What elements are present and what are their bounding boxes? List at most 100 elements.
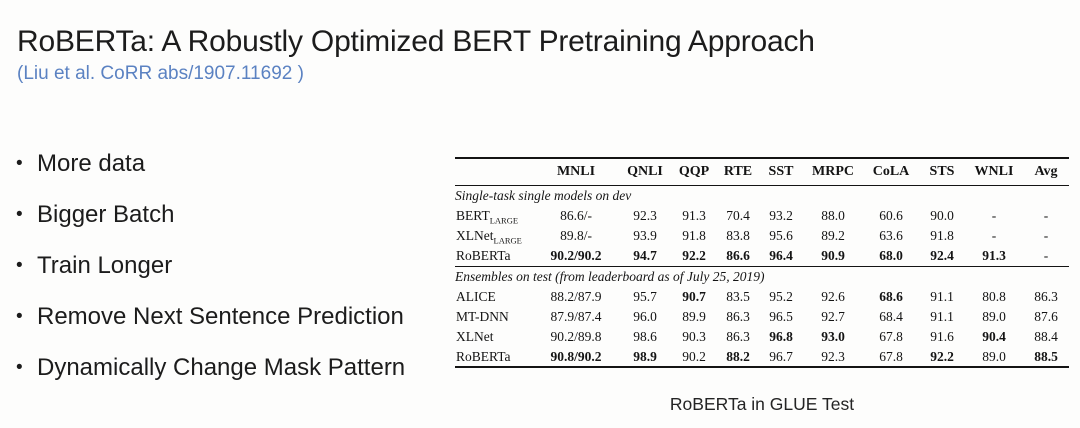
- model-name: ALICE: [456, 289, 496, 304]
- score-cell: 88.0: [821, 208, 845, 223]
- table-body: Single-task single models on dev BERTLARG…: [455, 185, 1069, 367]
- score-cell: 86.6/-: [560, 208, 592, 223]
- col-header-rte: RTE: [723, 163, 753, 179]
- table-row: MT-DNN 87.9/87.4 96.0 89.9 86.3 96.5 92.7 68.4 9…: [455, 307, 1069, 327]
- score-cell: 90.2/89.8: [550, 329, 602, 344]
- score-cell: 89.8/-: [560, 228, 592, 243]
- score-cell: 93.2: [769, 208, 793, 223]
- score-cell: 89.9: [682, 309, 706, 324]
- score-cell: 92.2: [930, 348, 954, 364]
- score-cell: 87.6: [1034, 309, 1058, 324]
- score-cell: 96.7: [769, 348, 793, 364]
- score-cell: 90.4: [982, 329, 1006, 344]
- col-header-sst: SST: [768, 163, 794, 179]
- score-cell: 91.3: [682, 208, 706, 223]
- score-cell: -: [1043, 247, 1049, 263]
- score-cell: 96.8: [769, 329, 793, 344]
- table-row: BERTLARGE 86.6/- 92.3 91.3 70.4 93.2 88.0 60.6 9…: [455, 206, 1069, 226]
- bullet-text: Train Longer: [37, 252, 173, 279]
- section-title-row: Ensembles on test (from leaderboard as o…: [455, 266, 1069, 287]
- model-name: XLNetLARGE: [456, 228, 522, 246]
- model-size-subscript: LARGE: [493, 235, 522, 246]
- score-cell: 83.5: [726, 289, 750, 304]
- bullet-list: • More data • Bigger Batch • Train Longer • Rem…: [16, 150, 406, 407]
- score-cell: -: [1043, 228, 1049, 243]
- table-row: XLNetLARGE 89.8/- 93.9 91.8 83.8 95.6 89.2 63.6…: [455, 226, 1069, 246]
- bullet-marker-icon: •: [16, 204, 23, 225]
- score-cell: 83.8: [726, 228, 750, 243]
- score-cell: 86.3: [726, 329, 750, 344]
- bullet-text: Remove Next Sentence Prediction: [37, 303, 404, 330]
- score-cell: 98.6: [633, 329, 657, 344]
- bullet-marker-icon: •: [16, 255, 23, 276]
- list-item: • More data: [16, 150, 405, 177]
- score-cell: 89.2: [821, 228, 845, 243]
- bullet-text: Dynamically Change Mask Pattern: [37, 354, 406, 381]
- score-cell: 63.6: [879, 228, 903, 243]
- score-cell: 90.2/90.2: [550, 247, 602, 263]
- score-cell: 92.3: [633, 208, 657, 223]
- score-cell: 87.9/87.4: [550, 309, 602, 324]
- score-cell: 67.8: [879, 348, 903, 364]
- score-cell: 68.4: [879, 309, 903, 324]
- col-header-model: [455, 158, 533, 185]
- score-cell: 96.4: [769, 247, 793, 263]
- col-header-qqp: QQP: [678, 163, 710, 179]
- col-header-cola: CoLA: [872, 163, 910, 179]
- section-title: Ensembles on test (from leaderboard as o…: [455, 268, 765, 284]
- score-cell: 89.0: [982, 348, 1006, 364]
- section-title-row: Single-task single models on dev: [455, 185, 1069, 206]
- score-cell: 89.0: [982, 309, 1006, 324]
- score-cell: 86.6: [726, 247, 750, 263]
- score-cell: 88.2/87.9: [550, 289, 602, 304]
- table-caption: RoBERTa in GLUE Test: [669, 394, 855, 414]
- score-cell: 92.2: [682, 247, 706, 263]
- table-row: ALICE 88.2/87.9 95.7 90.7 83.5 95.2 92.6 68.6 91…: [455, 287, 1069, 307]
- score-cell: 90.0: [930, 208, 954, 223]
- score-cell: 95.6: [769, 228, 793, 243]
- bullet-marker-icon: •: [16, 153, 23, 174]
- list-item: • Train Longer: [16, 252, 405, 279]
- list-item: • Dynamically Change Mask Pattern: [16, 354, 406, 381]
- bullet-text: Bigger Batch: [37, 201, 175, 228]
- list-item: • Bigger Batch: [16, 201, 405, 228]
- score-cell: 68.6: [879, 289, 903, 304]
- score-cell: 90.9: [821, 247, 845, 263]
- score-cell: 68.0: [879, 247, 903, 263]
- bullet-marker-icon: •: [16, 357, 23, 378]
- score-cell: -: [1043, 208, 1049, 223]
- table-row: XLNet 90.2/89.8 98.6 90.3 86.3 96.8 93.0 67.8 91…: [455, 327, 1069, 347]
- score-cell: 90.2: [682, 348, 706, 364]
- model-name: RoBERTa: [456, 247, 511, 263]
- score-cell: 98.9: [633, 348, 657, 364]
- citation: (Liu et al. CoRR abs/1907.11692 ): [17, 63, 304, 84]
- score-cell: 95.2: [769, 289, 793, 304]
- score-cell: 90.8/90.2: [550, 348, 602, 364]
- score-cell: 92.6: [821, 289, 845, 304]
- model-name: MT-DNN: [456, 309, 509, 324]
- score-cell: 91.6: [930, 329, 954, 344]
- title-block: RoBERTa: A Robustly Optimized BERT Pretr…: [17, 25, 815, 85]
- section-title: Single-task single models on dev: [455, 187, 632, 203]
- score-cell: 80.8: [982, 289, 1006, 304]
- bullet-marker-icon: •: [16, 306, 23, 327]
- page-title: RoBERTa: A Robustly Optimized BERT Pretr…: [17, 25, 815, 58]
- score-cell: 96.5: [769, 309, 793, 324]
- score-cell: 90.3: [682, 329, 706, 344]
- score-cell: 90.7: [682, 289, 706, 304]
- table-row: RoBERTa 90.8/90.2 98.9 90.2 88.2 96.7 92.3 67.8…: [455, 347, 1069, 367]
- col-header-avg: Avg: [1034, 163, 1058, 179]
- score-cell: 95.7: [633, 289, 657, 304]
- model-name: BERTLARGE: [456, 208, 519, 226]
- score-cell: 70.4: [726, 208, 750, 223]
- score-cell: 86.3: [1034, 289, 1058, 304]
- col-header-sts: STS: [929, 163, 955, 179]
- score-cell: 91.1: [930, 289, 954, 304]
- table-row: RoBERTa 90.2/90.2 94.7 92.2 86.6 96.4 90.9 68.0…: [455, 246, 1069, 266]
- score-cell: 92.3: [821, 348, 845, 364]
- model-name: RoBERTa: [456, 348, 511, 364]
- score-cell: -: [991, 208, 997, 223]
- score-cell: 91.1: [930, 309, 954, 324]
- model-name: XLNet: [456, 329, 494, 344]
- col-header-qnli: QNLI: [627, 163, 663, 179]
